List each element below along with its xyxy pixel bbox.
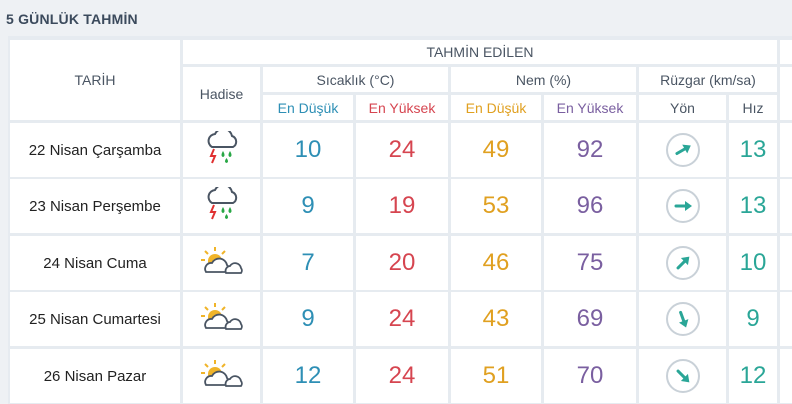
hum-max-cell: 96 xyxy=(544,179,636,233)
header-event: Hadise xyxy=(183,67,260,120)
date-cell: 25 Nisan Cumartesi xyxy=(10,292,180,346)
extra-cell xyxy=(780,349,792,403)
event-cell xyxy=(183,236,260,290)
wind-compass xyxy=(665,302,700,336)
wind-speed-cell: 13 xyxy=(729,123,777,177)
wind-speed-cell: 10 xyxy=(729,236,777,290)
wind-compass xyxy=(665,189,700,223)
header-humidity: Nem (%) xyxy=(451,67,636,92)
event-cell xyxy=(183,349,260,403)
header-date: TARİH xyxy=(10,40,180,120)
header-wind: Rüzgar (km/sa) xyxy=(639,67,777,92)
event-cell xyxy=(183,292,260,346)
temp-max-cell: 24 xyxy=(356,123,448,177)
partly-cloudy-icon xyxy=(200,246,244,281)
date-cell: 23 Nisan Perşembe xyxy=(10,179,180,233)
header-wind-dir: Yön xyxy=(639,95,726,120)
extra-cell xyxy=(780,179,792,233)
hum-max-cell: 92 xyxy=(544,123,636,177)
temp-min-cell: 12 xyxy=(263,349,353,403)
wind-compass xyxy=(665,246,700,280)
wind-compass xyxy=(665,359,700,393)
temp-min-cell: 10 xyxy=(263,123,353,177)
hum-min-cell: 51 xyxy=(451,349,541,403)
thunderstorm-rain-icon xyxy=(202,127,242,170)
header-wind-speed: Hız xyxy=(729,95,777,120)
wind-dir-cell xyxy=(639,236,726,290)
header-hum-max: En Yüksek xyxy=(544,95,636,120)
header-extra-2 xyxy=(780,67,792,120)
temp-max-cell: 24 xyxy=(356,292,448,346)
thunderstorm-rain-icon xyxy=(202,183,242,226)
partly-cloudy-icon xyxy=(200,359,244,394)
temp-max-cell: 19 xyxy=(356,179,448,233)
extra-cell xyxy=(780,236,792,290)
header-forecast: TAHMİN EDİLEN xyxy=(183,40,777,64)
header-temp: Sıcaklık (°C) xyxy=(263,67,448,92)
hum-min-cell: 46 xyxy=(451,236,541,290)
temp-max-cell: 20 xyxy=(356,236,448,290)
hum-min-cell: 49 xyxy=(451,123,541,177)
temp-min-cell: 7 xyxy=(263,236,353,290)
header-extra xyxy=(780,40,792,64)
temp-max-cell: 24 xyxy=(356,349,448,403)
extra-cell xyxy=(780,123,792,177)
wind-dir-cell xyxy=(639,123,726,177)
header-hum-min: En Düşük xyxy=(451,95,541,120)
event-cell xyxy=(183,179,260,233)
wind-dir-cell xyxy=(639,292,726,346)
hum-min-cell: 53 xyxy=(451,179,541,233)
wind-compass xyxy=(665,133,700,167)
event-cell xyxy=(183,123,260,177)
wind-dir-cell xyxy=(639,349,726,403)
hum-max-cell: 69 xyxy=(544,292,636,346)
wind-dir-cell xyxy=(639,179,726,233)
date-cell: 22 Nisan Çarşamba xyxy=(10,123,180,177)
wind-speed-cell: 13 xyxy=(729,179,777,233)
partly-cloudy-icon xyxy=(200,302,244,337)
wind-speed-cell: 12 xyxy=(729,349,777,403)
temp-min-cell: 9 xyxy=(263,179,353,233)
hum-min-cell: 43 xyxy=(451,292,541,346)
header-temp-max: En Yüksek xyxy=(356,95,448,120)
hum-max-cell: 75 xyxy=(544,236,636,290)
temp-min-cell: 9 xyxy=(263,292,353,346)
header-temp-min: En Düşük xyxy=(263,95,353,120)
extra-cell xyxy=(780,292,792,346)
date-cell: 24 Nisan Cuma xyxy=(10,236,180,290)
wind-speed-cell: 9 xyxy=(729,292,777,346)
date-cell: 26 Nisan Pazar xyxy=(10,349,180,403)
page-title: 5 GÜNLÜK TAHMİN xyxy=(6,11,138,27)
hum-max-cell: 70 xyxy=(544,349,636,403)
